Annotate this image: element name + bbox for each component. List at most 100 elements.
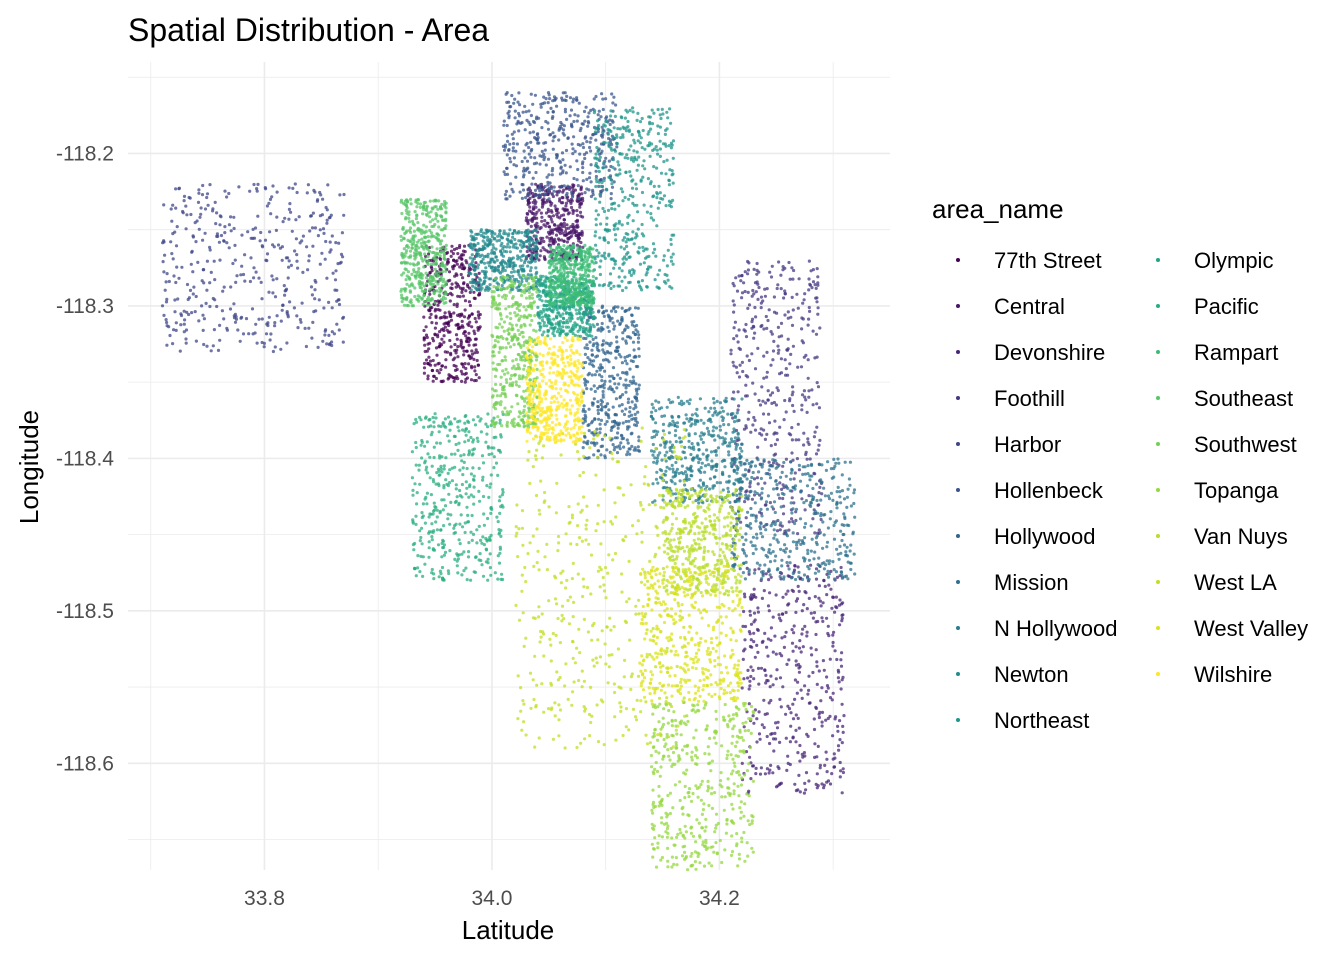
data-point: [737, 375, 742, 379]
data-point: [520, 196, 525, 200]
data-point: [835, 606, 839, 610]
data-point: [838, 760, 842, 765]
data-point: [506, 139, 510, 143]
data-point: [819, 511, 823, 516]
data-point: [668, 168, 672, 172]
data-point: [526, 220, 530, 224]
data-point: [434, 307, 438, 311]
data-point: [776, 765, 780, 769]
data-point: [828, 517, 832, 521]
data-point: [768, 543, 772, 547]
data-point: [311, 244, 315, 248]
data-point: [607, 159, 612, 163]
data-point: [685, 399, 689, 403]
data-point: [812, 727, 817, 732]
data-point: [494, 247, 498, 251]
data-point: [632, 203, 637, 207]
data-point: [502, 170, 506, 174]
data-point: [710, 467, 714, 471]
data-point: [778, 616, 782, 620]
data-point: [776, 388, 780, 393]
data-point: [671, 400, 675, 404]
data-point: [555, 330, 560, 334]
data-point: [621, 199, 625, 203]
data-point: [564, 227, 568, 231]
data-point: [754, 547, 758, 551]
data-point: [552, 242, 556, 246]
data-point: [774, 652, 778, 656]
data-point: [773, 731, 777, 736]
data-points: [160, 91, 857, 872]
data-point: [621, 238, 625, 242]
data-point: [744, 335, 749, 339]
data-point: [527, 235, 531, 239]
data-point: [562, 239, 566, 243]
data-point: [428, 309, 432, 313]
data-point: [617, 275, 621, 279]
data-point: [746, 306, 750, 310]
data-point: [726, 490, 731, 494]
data-point: [776, 325, 781, 329]
data-point: [504, 189, 508, 193]
data-point: [474, 236, 478, 241]
data-point: [603, 369, 607, 373]
data-point: [783, 398, 787, 403]
data-point: [617, 421, 622, 425]
data-point: [320, 251, 324, 255]
data-point: [317, 298, 321, 302]
data-point: [651, 242, 656, 246]
data-point: [592, 397, 596, 401]
data-point: [750, 294, 754, 298]
data-point: [512, 270, 517, 274]
data-point: [609, 309, 614, 313]
data-point: [833, 610, 837, 614]
data-point: [620, 279, 624, 283]
data-point: [625, 244, 629, 248]
data-point: [632, 320, 636, 324]
data-point: [610, 426, 614, 430]
data-point: [556, 327, 561, 331]
data-point: [551, 139, 555, 143]
data-point: [513, 229, 517, 233]
data-point: [740, 761, 744, 766]
data-point: [584, 105, 588, 109]
data-point: [626, 215, 630, 219]
data-point: [730, 457, 734, 461]
data-point: [821, 619, 825, 624]
data-point: [550, 192, 555, 196]
data-point: [500, 251, 504, 255]
data-point: [558, 185, 563, 189]
data-point: [671, 156, 675, 160]
data-point: [803, 395, 807, 399]
data-point: [615, 133, 619, 137]
data-point: [754, 516, 758, 520]
data-point: [832, 475, 836, 479]
data-point: [650, 108, 654, 112]
data-point: [520, 277, 524, 281]
data-point: [841, 767, 845, 771]
data-point: [611, 165, 615, 169]
data-point: [494, 255, 498, 259]
data-point: [829, 491, 834, 495]
data-point: [597, 169, 601, 174]
data-point: [556, 311, 560, 315]
data-point: [763, 481, 767, 485]
data-point: [479, 260, 483, 264]
data-point: [800, 403, 804, 407]
data-point: [758, 431, 762, 436]
data-point: [305, 245, 309, 249]
data-point: [198, 215, 202, 219]
data-point: [764, 553, 768, 558]
data-point: [307, 259, 311, 263]
data-point: [744, 554, 748, 558]
data-point: [779, 287, 783, 291]
data-point: [827, 572, 832, 576]
data-point: [600, 366, 605, 370]
data-point: [460, 319, 464, 323]
data-point: [255, 341, 259, 345]
data-point: [840, 489, 845, 493]
data-point: [296, 266, 300, 270]
data-point: [524, 196, 528, 200]
data-point: [792, 624, 796, 628]
data-point: [781, 496, 785, 501]
